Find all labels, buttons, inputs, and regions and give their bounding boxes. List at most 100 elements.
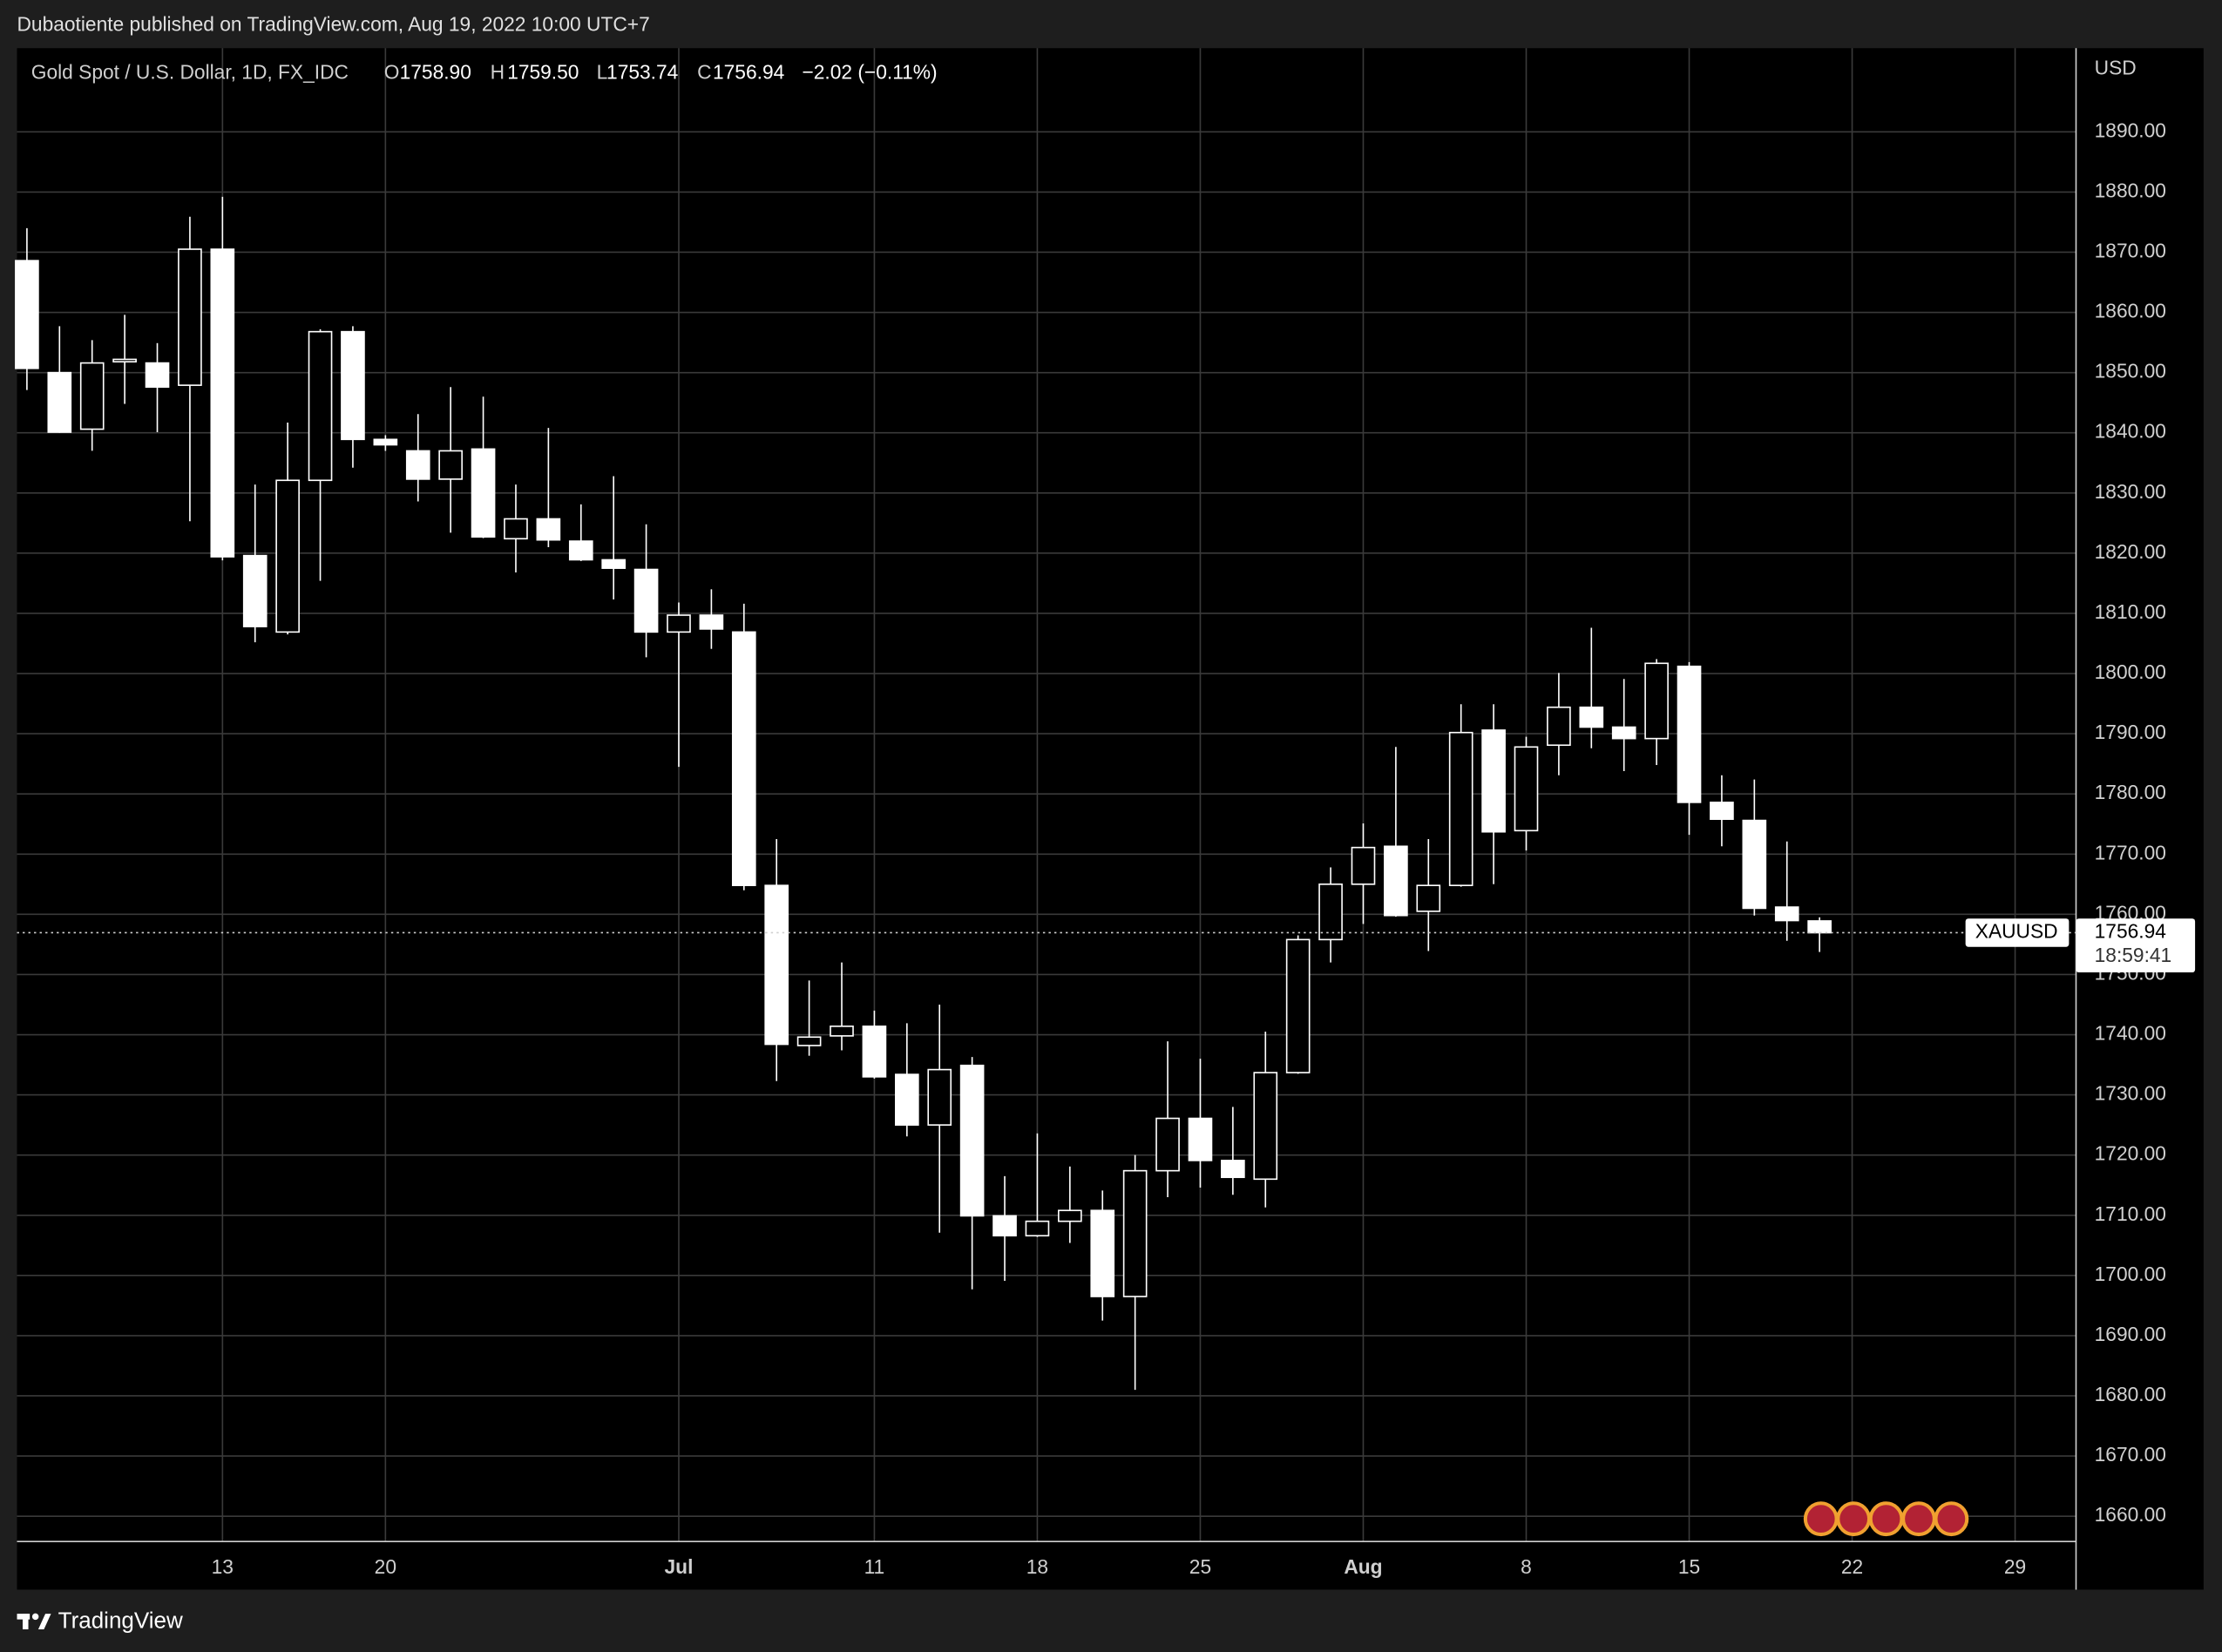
y-tick-label: 1820.00 [2095,540,2166,563]
x-tick-label: Aug [1344,1555,1382,1578]
candle-body [1221,1160,1245,1179]
y-tick-label: 1850.00 [2095,360,2166,383]
legend-c: C [697,61,711,84]
candle-body [699,614,724,630]
price-tag [2076,918,2196,973]
candle-body [731,631,756,887]
x-tick-label: 18 [1026,1555,1048,1578]
candle-body [1742,819,1767,910]
y-tick-label: 1720.00 [2095,1142,2166,1165]
event-icon[interactable] [1934,1501,1969,1537]
candle-body [1481,729,1506,833]
x-tick-label: 29 [2004,1555,2026,1578]
candle-body [1253,1072,1278,1181]
y-tick-label: 1840.00 [2095,420,2166,443]
candle-body [1351,846,1376,885]
candle-body [1579,706,1604,728]
legend-l: L [597,61,608,84]
x-tick-label: 20 [375,1555,396,1578]
symbol-tag [1965,918,2070,947]
brand-logo [17,1613,51,1629]
y-tick-label: 1660.00 [2095,1503,2166,1526]
candle-body [1188,1117,1213,1161]
candle-body [438,450,463,480]
candle-body [178,248,202,386]
plot-area [17,48,2204,1590]
legend-symbol: Gold Spot / U.S. Dollar, 1D, FX_IDC [31,61,349,84]
legend-h: H [491,61,505,84]
event-icon[interactable] [1868,1501,1904,1537]
candle-body [633,568,659,633]
candle-body [1416,884,1441,912]
y-tick-label: 1790.00 [2095,721,2166,743]
price-tag-label: 1756.94 [2095,920,2166,943]
candle-body [405,450,430,480]
event-icon[interactable] [1803,1501,1839,1537]
published-line: Dubaotiente published on TradingView.com… [17,12,650,35]
candle-body [862,1026,887,1078]
legend-change: −2.02 (−0.11%) [802,61,937,84]
candle-body [275,479,300,633]
candle-body [1155,1117,1180,1172]
candle-body [1122,1169,1148,1297]
symbol-tag-label: XAUUSD [1975,920,2058,943]
candle-body [47,371,72,433]
y-tick-label: 1870.00 [2095,239,2166,261]
y-tick-label: 1740.00 [2095,1022,2166,1045]
event-icons[interactable] [1803,1501,1969,1537]
legend-open: 1758.90 [400,61,471,84]
candle-body [796,1036,822,1046]
candle-body [568,540,593,561]
candle-body [1384,845,1408,917]
y-tick-label: 1890.00 [2095,118,2166,141]
y-tick-label: 1730.00 [2095,1082,2166,1105]
candle-body [1710,802,1734,821]
y-tick-label: 1810.00 [2095,600,2166,623]
candle-body [601,559,627,569]
event-icon[interactable] [1901,1501,1936,1537]
y-tick-label: 1680.00 [2095,1383,2166,1405]
candle-body [1318,883,1343,941]
candle-body [308,330,333,482]
y-tick-label: 1860.00 [2095,300,2166,322]
legend-close: 1756.94 [713,61,784,84]
y-tick-label: 1690.00 [2095,1323,2166,1345]
candle-body [1448,731,1473,887]
candle-body [830,1026,854,1037]
candle-body [1807,920,1832,934]
candle-body [1611,726,1636,740]
y-tick-label: 1670.00 [2095,1443,2166,1466]
candle-body [894,1073,919,1126]
candle-body [1774,906,1799,922]
candle-body [1285,938,1311,1073]
candle-body [1025,1220,1050,1237]
candle-body [927,1068,952,1126]
candle-body [341,330,365,441]
legend-high: 1759.50 [507,61,579,84]
candle-body [471,448,496,538]
candle-body [959,1064,985,1217]
event-icon[interactable] [1836,1501,1872,1537]
candle-body [1644,662,1669,740]
candle-body [1058,1209,1082,1222]
logo-part [23,1614,29,1629]
x-tick-label: 15 [1678,1555,1700,1578]
candle-body [210,248,235,558]
x-tick-label: 8 [1521,1555,1532,1578]
x-tick-label: 22 [1841,1555,1863,1578]
candle-body [1514,746,1539,832]
y-tick-label: 1830.00 [2095,480,2166,503]
y-tick-label: 1880.00 [2095,179,2166,201]
y-tick-label: 1770.00 [2095,841,2166,863]
y-tick-label: 1700.00 [2095,1263,2166,1285]
candle-body [992,1215,1017,1237]
candle-body [1090,1209,1115,1297]
countdown-label: 18:59:41 [2095,944,2172,966]
candle-body [15,260,39,369]
candle-body [145,362,170,389]
x-tick-label: Jul [665,1555,694,1578]
candle-body [667,614,691,633]
candle-body [1547,706,1571,747]
